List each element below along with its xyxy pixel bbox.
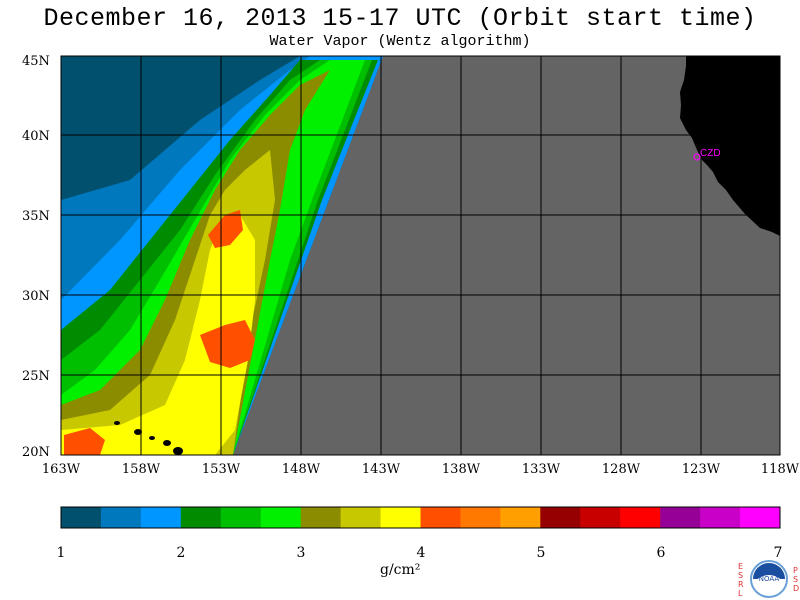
colorbar-swatch — [500, 507, 541, 528]
colorbar-swatch — [460, 507, 501, 528]
colorbar — [61, 507, 781, 528]
colorbar-tick-label: 7 — [774, 545, 783, 561]
lon-label: 118W — [761, 462, 800, 477]
logo-letter: S — [793, 575, 799, 584]
colorbar-swatch — [340, 507, 382, 528]
colorbar-swatch — [180, 507, 222, 528]
lat-labels: 45N 40N 35N 30N 25N 20N — [22, 54, 50, 460]
lon-label: 128W — [602, 462, 641, 477]
map-panel: CZD — [60, 55, 781, 456]
noaa-name: NOAA — [759, 575, 780, 583]
noaa-seal-icon: NOAA — [750, 560, 788, 598]
colorbar-swatch — [740, 507, 781, 528]
esrl-psd-noaa-logo: E S R L NOAA P S D — [738, 558, 800, 600]
lat-label: 25N — [22, 369, 50, 384]
colorbar-tick-label: 2 — [177, 545, 186, 561]
lat-label: 40N — [22, 129, 50, 144]
colorbar-tick-label: 5 — [537, 545, 546, 561]
chart-subtitle: Water Vapor (Wentz algorithm) — [269, 33, 531, 50]
north-america-land — [680, 56, 780, 236]
lon-label: 138W — [442, 462, 481, 477]
colorbar-swatch — [100, 507, 142, 528]
logo-letter: R — [738, 580, 744, 589]
colorbar-swatch — [380, 507, 421, 528]
colorbar-tick-labels: 1 2 3 4 5 6 7 — [57, 545, 783, 561]
logo-letter: E — [738, 562, 744, 571]
colorbar-swatch — [300, 507, 342, 528]
swath-band-orange-north — [208, 210, 243, 248]
graticule — [61, 56, 780, 455]
colorbar-swatch — [220, 507, 262, 528]
swath-band-yellow — [61, 215, 255, 455]
colorbar-swatch — [260, 507, 302, 528]
lon-labels: 163W 158W 153W 148W 143W 138W 133W 128W … — [42, 462, 800, 477]
colorbar-unit: g/cm² — [380, 562, 421, 578]
lon-label: 163W — [42, 462, 81, 477]
colorbar-swatch — [140, 507, 182, 528]
swath-band-orange-central — [200, 320, 255, 368]
lon-label: 143W — [362, 462, 401, 477]
lon-label: 133W — [522, 462, 561, 477]
logo-letter: P — [793, 566, 798, 575]
colorbar-tick-label: 6 — [657, 545, 666, 561]
colorbar-swatch — [540, 507, 581, 528]
colorbar-tick-label: 1 — [57, 545, 66, 561]
station-marker-icon — [693, 153, 701, 161]
logo-letter: D — [793, 584, 800, 593]
chart-title: December 16, 2013 15-17 UTC (Orbit start… — [43, 4, 757, 33]
colorbar-swatch — [620, 507, 661, 528]
colorbar-swatch — [61, 507, 102, 528]
swath-band-orange-south — [64, 428, 105, 455]
logo-letter: L — [738, 589, 743, 598]
colorbar-frame — [60, 506, 781, 529]
lat-label: 30N — [22, 289, 50, 304]
hawaii-islands — [114, 421, 183, 455]
lon-label: 158W — [122, 462, 161, 477]
colorbar-swatch — [700, 507, 741, 528]
colorbar-tick-label: 4 — [417, 545, 426, 561]
map-frame — [60, 55, 781, 456]
colorbar-swatch — [580, 507, 621, 528]
colorbar-tick-label: 3 — [297, 545, 306, 561]
lat-label: 35N — [22, 209, 50, 224]
lon-label: 148W — [282, 462, 321, 477]
lat-label: 45N — [22, 54, 50, 69]
lat-label: 20N — [22, 445, 50, 460]
station-label: CZD — [700, 148, 721, 159]
colorbar-swatch — [660, 507, 701, 528]
lon-label: 123W — [682, 462, 721, 477]
colorbar-swatch — [420, 507, 461, 528]
lon-label: 153W — [202, 462, 241, 477]
logo-letter: S — [738, 571, 744, 580]
